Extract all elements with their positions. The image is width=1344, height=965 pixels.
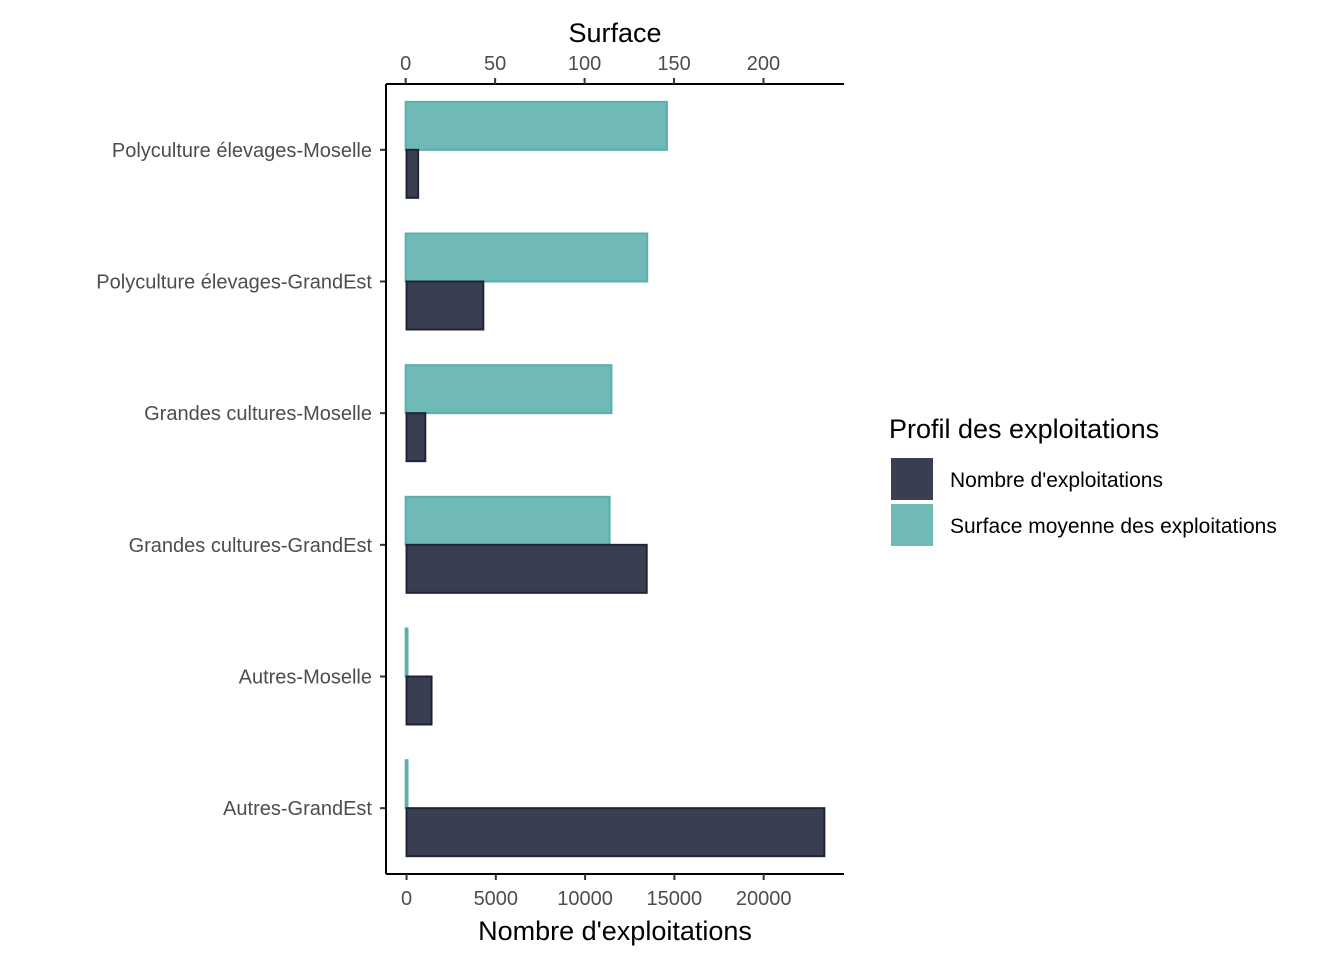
x-bottom-tick-label-5000: 5000: [474, 888, 519, 910]
x-bottom-tick-label-15000: 15000: [647, 888, 703, 910]
top-axis-title: Surface: [568, 18, 661, 48]
bar-surface-grandes-cultures-moselle: [404, 364, 613, 415]
legend-swatch-nombre-d-exploitations: [891, 458, 933, 500]
bar-surface-autres-grandest: [404, 759, 409, 810]
y-tick-label-polyculture-elevages-moselle: Polyculture élevages-Moselle: [112, 140, 372, 162]
x-top-tick-label-50: 50: [484, 53, 506, 75]
y-tick-label-polyculture-elevages-grandest: Polyculture élevages-GrandEst: [96, 272, 372, 294]
x-bottom-tick-label-0: 0: [401, 888, 412, 910]
x-top-tick-label-150: 150: [657, 53, 690, 75]
bar-surface-polyculture-elevages-moselle: [404, 100, 668, 151]
legend-items: Nombre d'exploitations Surface moyenne de…: [891, 458, 1277, 546]
y-tick-label-autres-moselle: Autres-Moselle: [239, 667, 372, 689]
bar-surface-polyculture-elevages-grandest: [404, 232, 649, 283]
labels-layer: Polyculture élevages-Moselle Polyculture …: [96, 53, 791, 910]
bar-nombre-grandes-cultures-grandest: [405, 543, 648, 594]
legend-title: Profil des exploitations: [889, 414, 1159, 444]
x-top-tick-label-0: 0: [400, 53, 411, 75]
legend: Profil des exploitations Nombre d'exploi…: [889, 414, 1277, 546]
bar-nombre-autres-grandest: [405, 807, 826, 858]
bottom-axis-title: Nombre d'exploitations: [478, 916, 752, 946]
legend-swatch-surface-moyenne-des-exploitations: [891, 504, 933, 546]
y-tick-label-grandes-cultures-moselle: Grandes cultures-Moselle: [144, 403, 372, 425]
x-top-tick-label-200: 200: [747, 53, 780, 75]
y-tick-label-grandes-cultures-grandest: Grandes cultures-GrandEst: [129, 535, 373, 557]
bar-nombre-polyculture-elevages-moselle: [405, 148, 420, 199]
x-bottom-tick-label-20000: 20000: [736, 888, 792, 910]
axes-layer: [380, 78, 844, 880]
legend-label-nombre-d-exploitations: Nombre d'exploitations: [950, 469, 1163, 492]
bar-nombre-grandes-cultures-moselle: [405, 412, 427, 463]
bars-layer: [404, 100, 826, 858]
y-tick-label-autres-grandest: Autres-GrandEst: [223, 798, 372, 820]
x-top-tick-label-100: 100: [568, 53, 601, 75]
bar-surface-autres-moselle: [404, 627, 409, 678]
bar-nombre-polyculture-elevages-grandest: [405, 280, 485, 331]
x-bottom-tick-label-10000: 10000: [557, 888, 613, 910]
legend-label-surface-moyenne-des-exploitations: Surface moyenne des exploitations: [950, 515, 1277, 538]
bar-nombre-autres-moselle: [405, 675, 433, 726]
bar-surface-grandes-cultures-grandest: [404, 495, 611, 546]
